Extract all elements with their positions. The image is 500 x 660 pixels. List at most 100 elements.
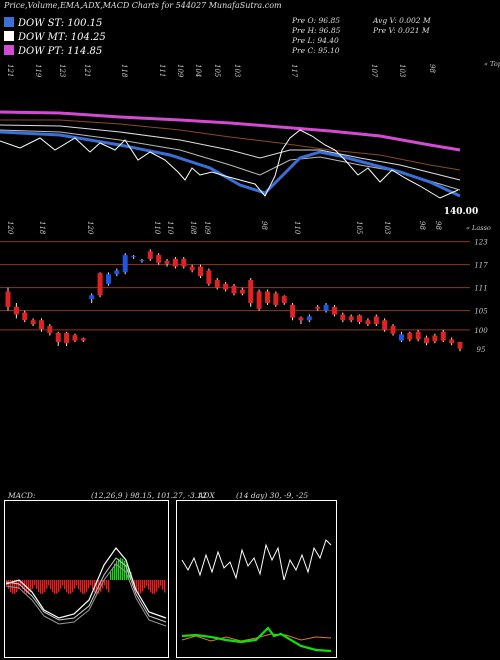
candle-body [198,266,204,277]
macd-histogram-bar [90,580,92,586]
candle-body [181,258,187,267]
legend-swatch-st [4,17,14,27]
top-scale-label: 111 [158,64,166,77]
candle-body [89,295,95,300]
macd-histogram-bar [132,580,134,586]
price-level-label: 117 [474,262,488,270]
candle-body [164,260,170,264]
price-level-label: 95 [477,346,486,354]
candle-body [214,280,220,288]
macd-histogram-bar [74,580,76,589]
ohlc-close: Pre C: 95.10 [292,46,340,55]
middle-scale-label: 98 [260,221,268,230]
top-scale-label: 118 [120,64,128,78]
candle-body [114,270,120,275]
candle-body [38,320,44,330]
macd-histogram-bar [76,580,78,586]
top-scale-label: 119 [34,64,42,78]
adx-panel [176,500,337,658]
ohlc-low: Pre L: 94.40 [292,36,339,45]
macd-histogram-bar [16,580,18,593]
macd-histogram-bar [104,580,106,586]
candle-body [357,315,363,323]
candle-body [55,332,61,343]
legend-dow-st: DOW ST: 100.15 [4,17,102,29]
macd-histogram-bar [30,580,32,592]
macd-label: MACD: [8,491,36,500]
candle-body [407,332,413,340]
macd-histogram-bar [108,580,110,593]
macd-line [5,547,167,619]
macd-histogram-bar [20,580,22,586]
macd-histogram-bar [162,580,164,590]
candle-body [373,316,379,325]
legend-swatch-mt [4,31,14,41]
ema-white-line-2 [0,129,461,191]
middle-scale-label: 110 [166,221,174,235]
candle-body [432,335,438,342]
macd-signal-line [5,557,167,623]
macd-line-3 [5,563,167,627]
legend-dow-pt: DOW PT: 114.85 [4,45,102,57]
ema-pink-line [0,110,461,152]
macd-histogram-bar [102,580,104,589]
candle-body [281,296,287,303]
macd-histogram-bar [106,580,108,590]
candle-body [30,320,36,325]
top-scale-label: 104 [194,64,202,77]
macd-lines [5,547,167,627]
ema-brown-line [0,119,461,171]
top-scale-label: 105 [213,64,221,78]
macd-histogram-bar [146,580,148,586]
ohlc-high: Pre H: 96.85 [292,26,341,35]
candle-body [64,332,70,344]
candle-body [273,293,279,305]
candle-body [239,289,245,294]
macd-histogram-bar [48,580,50,586]
macd-histogram-bar [96,580,98,594]
legend-dow-mt: DOW MT: 104.25 [4,31,106,43]
macd-histogram-bar [28,580,30,594]
top-scale-label: 121 [83,64,91,77]
pre-volume: Pre V: 0.021 M [373,26,430,35]
top-scale-label: 107 [370,64,378,78]
candle-body [206,270,212,284]
macd-histogram-bar [52,580,54,593]
legend-swatch-pt [4,45,14,55]
ohlc-open: Pre O: 96.85 [292,16,340,25]
top-scale-label: 103 [398,64,406,78]
candle-body [105,274,111,284]
middle-scale-label: 120 [6,221,14,235]
candle-body [256,291,262,309]
macd-histogram-bar [44,580,46,592]
macd-histogram-bar [84,580,86,594]
macd-histogram-bar [64,580,66,590]
macd-histogram-bar [120,558,122,580]
middle-scale-label: 103 [383,221,391,235]
macd-histogram-bar [58,580,60,592]
macd-histogram-bar [88,580,90,589]
macd-histogram-bar [38,580,40,593]
adx-label: ADX [198,491,215,500]
macd-values: (12,26,9 ) 98.15, 101.27, -3.12 [91,491,207,500]
price-level-label: 100 [474,327,488,335]
macd-histogram-bar [130,572,132,580]
middle-scale-tag: « Lasso [466,224,491,232]
macd-histogram-bar [92,580,94,590]
candle-body [156,255,162,263]
middle-scale-label: 110 [153,221,161,235]
top-scale-label: 123 [58,64,66,78]
macd-histogram-bar [144,580,146,589]
middle-scale-label: 98 [418,221,426,230]
adx-minus-di [181,633,332,642]
macd-histogram-bar [40,580,42,594]
price-chart: 121 119 123 121 118 111 109 104 105 103 117 107 103 9… [0,60,500,354]
adx-values: (14 day) 30, -9, -25 [236,491,309,500]
candle-body [390,326,396,334]
ema-lines [0,110,461,199]
adx-line [181,539,332,581]
macd-histogram-bar [46,580,48,589]
macd-histogram-bar [118,558,120,580]
middle-scale-label: 109 [203,221,211,235]
candle-body [122,255,128,273]
